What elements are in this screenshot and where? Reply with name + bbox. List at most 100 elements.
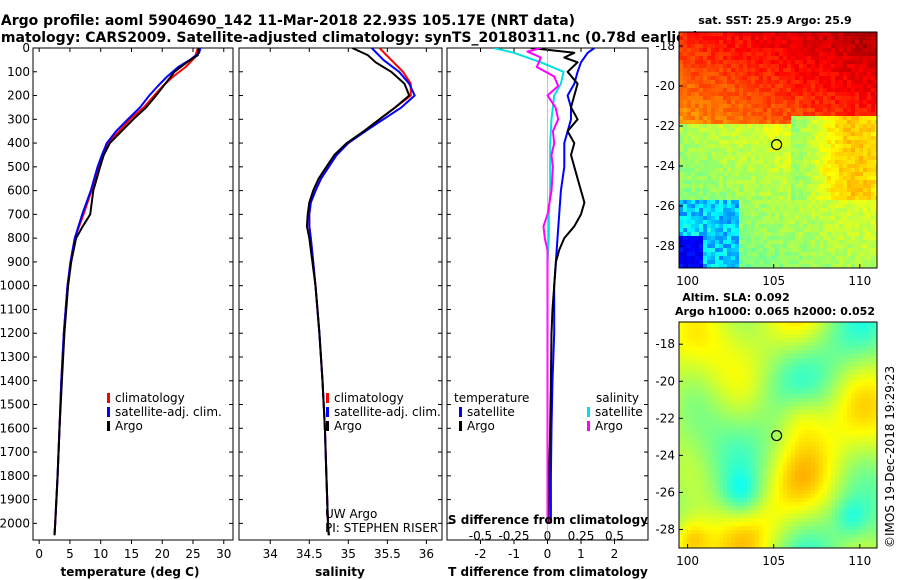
map-cell: [867, 180, 872, 185]
difference-y-ticks: [447, 47, 648, 524]
map-cell: [699, 240, 704, 245]
map-cell: [727, 442, 732, 447]
temperature-frame: [32, 47, 234, 541]
map-cell: [707, 426, 712, 431]
map-cell: [719, 88, 724, 93]
map-cell: [839, 208, 844, 213]
map-cell: [783, 48, 788, 53]
map-cell: [679, 228, 684, 233]
map-cell: [739, 386, 744, 391]
map-cell: [771, 112, 776, 117]
map-cell: [819, 92, 824, 97]
map-cell: [711, 248, 716, 253]
s-diff-tick-label: -0.5: [469, 529, 492, 543]
map-cell: [811, 220, 816, 225]
map-cell: [807, 120, 812, 125]
map-cell: [783, 252, 788, 257]
map-cell: [791, 88, 796, 93]
map-cell: [803, 264, 808, 268]
salinity-legend: climatology satellite-adj. clim. Argo: [326, 391, 441, 433]
map-cell: [847, 252, 852, 257]
map-cell: [687, 180, 692, 185]
map-cell: [795, 458, 800, 463]
map-cell: [823, 398, 828, 403]
map-cell: [799, 72, 804, 77]
map-cell: [871, 156, 876, 161]
map-cell: [863, 124, 868, 129]
map-cell: [751, 236, 756, 241]
map-cell: [691, 410, 696, 415]
map-cell: [807, 402, 812, 407]
map-cell: [851, 454, 856, 459]
map-cell: [759, 350, 764, 355]
map-cell: [831, 120, 836, 125]
map-cell: [763, 216, 768, 221]
map-cell: [811, 32, 816, 37]
map-cell: [779, 414, 784, 419]
map-cell: [863, 390, 868, 395]
map-cell: [743, 84, 748, 89]
map-cell: [747, 164, 752, 169]
map-cell: [791, 398, 796, 403]
map-cell: [771, 92, 776, 97]
map-cell: [783, 458, 788, 463]
map-cell: [863, 116, 868, 121]
map-cell: [743, 156, 748, 161]
map-cell: [719, 132, 724, 137]
map-cell: [827, 220, 832, 225]
map-cell: [827, 64, 832, 69]
map-cell: [831, 240, 836, 245]
map-cell: [795, 168, 800, 173]
map-cell: [835, 232, 840, 237]
map-cell: [875, 32, 877, 37]
map-cell: [719, 382, 724, 387]
map-cell: [683, 454, 688, 459]
map-cell: [819, 96, 824, 101]
map-cell: [771, 196, 776, 201]
map-cell: [791, 40, 796, 45]
map-cell: [827, 100, 832, 105]
map-cell: [871, 112, 876, 117]
map-cell: [735, 378, 740, 383]
map-cell: [823, 228, 828, 233]
map-cell: [875, 446, 877, 451]
map-cell: [743, 52, 748, 57]
map-cell: [743, 208, 748, 213]
map-cell: [731, 68, 736, 73]
map-cell: [775, 148, 780, 153]
map-cell: [855, 236, 860, 241]
map-cell: [783, 454, 788, 459]
map-cell: [871, 370, 876, 375]
map-cell: [859, 260, 864, 265]
map-cell: [859, 330, 864, 335]
map-cell: [815, 442, 820, 447]
map-cell: [787, 342, 792, 347]
map-cell: [711, 196, 716, 201]
map-cell: [843, 402, 848, 407]
map-cell: [831, 418, 836, 423]
map-cell: [767, 168, 772, 173]
map-cell: [763, 152, 768, 157]
map-cell: [807, 382, 812, 387]
map-cell: [679, 260, 684, 265]
map-cell: [863, 52, 868, 57]
map-cell: [803, 240, 808, 245]
map-cell: [819, 104, 824, 109]
map-cell: [795, 442, 800, 447]
map-cell: [755, 108, 760, 113]
map-cell: [851, 140, 856, 145]
map-cell: [855, 342, 860, 347]
map-cell: [807, 144, 812, 149]
map-cell: [803, 414, 808, 419]
map-cell: [723, 124, 728, 129]
map-cell: [839, 224, 844, 229]
map-cell: [855, 398, 860, 403]
map-cell: [695, 442, 700, 447]
map-cell: [751, 346, 756, 351]
map-cell: [743, 398, 748, 403]
map-cell: [731, 144, 736, 149]
map-cell: [775, 454, 780, 459]
map-cell: [851, 200, 856, 205]
map-cell: [859, 180, 864, 185]
map-cell: [707, 208, 712, 213]
